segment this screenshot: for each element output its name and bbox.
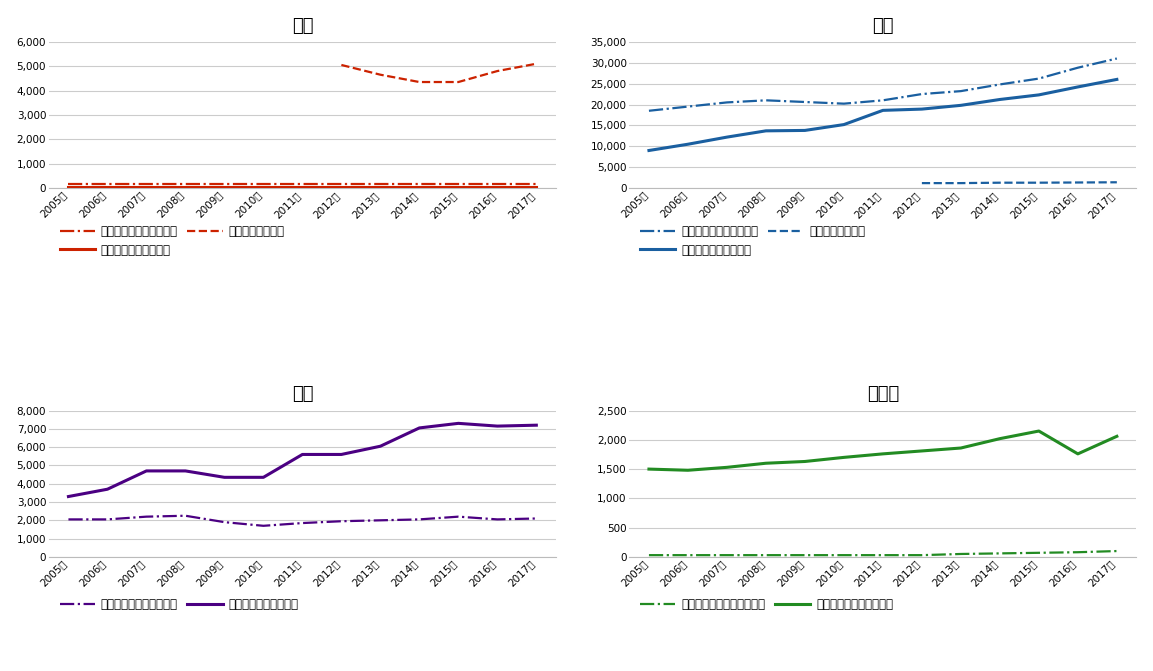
Legend: 米国・クレジットカード, 米国・デビットカード, 米国・電子マネー: 米国・クレジットカード, 米国・デビットカード, 米国・電子マネー [635, 220, 869, 261]
Title: 日本: 日本 [292, 17, 314, 35]
Title: 英国: 英国 [292, 385, 314, 403]
Legend: 日本・クレジットカード, 日本・デビットカード, 日本・電子マネー: 日本・クレジットカード, 日本・デビットカード, 日本・電子マネー [55, 220, 289, 261]
Title: ドイツ: ドイツ [867, 385, 899, 403]
Legend: ドイツ・クレジットカード, ドイツ・デビットカード: ドイツ・クレジットカード, ドイツ・デビットカード [635, 593, 898, 615]
Legend: 英国・クレジットカード, 英国・デビットカード: 英国・クレジットカード, 英国・デビットカード [55, 593, 303, 615]
Title: 米国: 米国 [872, 17, 894, 35]
